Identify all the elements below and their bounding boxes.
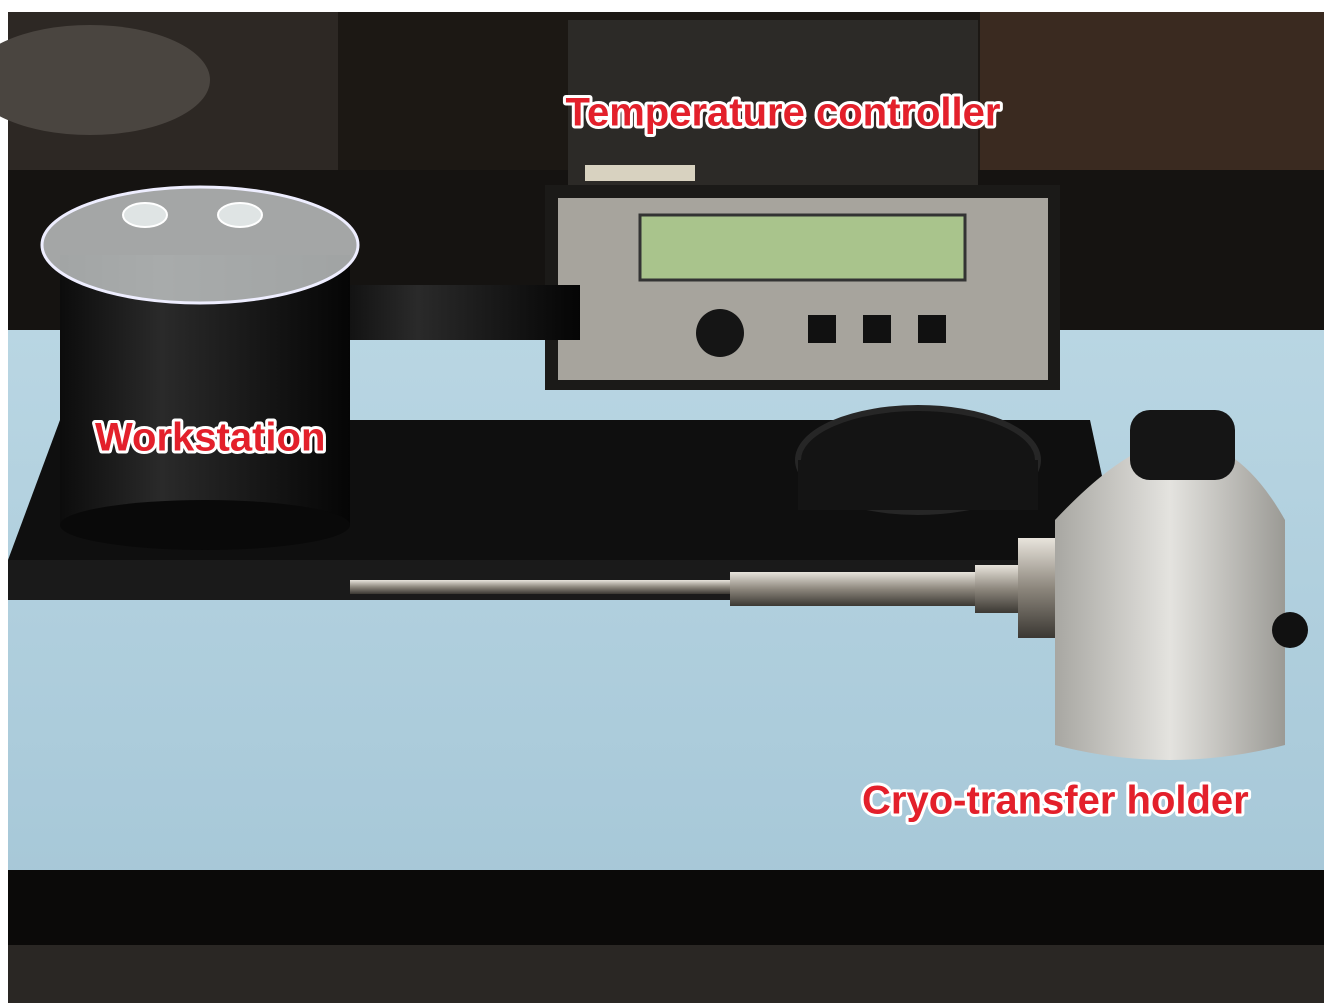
ring-holder-side [798,460,1038,510]
photo: Temperature controller Workstation Cryo-… [0,0,1324,1003]
holder-flange [1018,538,1058,638]
label: Cryo-transfer holder [862,779,1249,823]
workstation-lid [42,187,358,303]
top-border [0,0,1324,12]
drawer [8,945,1324,1003]
workstation-bottom [60,500,350,550]
lcd-display [640,215,965,280]
button [863,315,891,343]
label: Temperature controller [566,91,1001,135]
holder-tip [350,580,730,594]
holder-rod [730,572,980,606]
holder-collar [975,565,1025,613]
button [918,315,946,343]
lid-port [218,203,262,227]
button [808,315,836,343]
holder-knob [1272,612,1308,648]
left-border [0,0,8,1003]
controller-sticker [585,165,695,181]
control-knob [696,309,744,357]
label: Workstation [95,416,325,460]
workstation-arm [330,285,580,340]
dewar-cap [1130,410,1235,480]
lid-port [123,203,167,227]
holder-dewar [1055,440,1285,760]
